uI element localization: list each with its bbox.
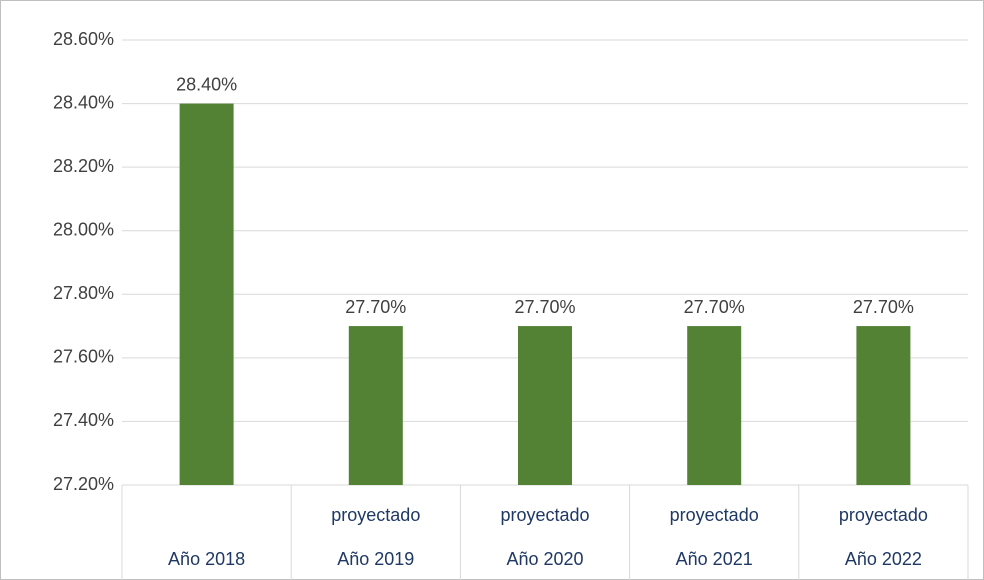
x-tick-label: Año 2018 [168,549,245,569]
x-tick-label: Año 2022 [845,549,922,569]
bar [856,326,911,485]
bar [518,326,572,485]
data-label: 27.70% [853,297,914,317]
y-tick-label: 28.60% [53,29,114,49]
bar [687,326,742,485]
x-tick-label: Año 2021 [676,549,753,569]
x-group-label: proyectado [500,505,589,525]
data-label: 27.70% [684,297,745,317]
data-label: 27.70% [514,297,575,317]
y-tick-label: 28.20% [53,156,114,176]
x-group-label: proyectado [331,505,420,525]
y-tick-label: 27.60% [53,347,114,367]
y-tick-label: 27.20% [53,474,114,494]
bar [179,103,234,486]
y-tick-label: 27.40% [53,410,114,430]
x-tick-label: Año 2019 [337,549,414,569]
bar [348,326,403,485]
data-label: 27.70% [345,297,406,317]
y-tick-label: 28.40% [53,92,114,112]
x-tick-label: Año 2020 [506,549,583,569]
y-tick-label: 28.00% [53,219,114,239]
data-label: 28.40% [176,74,237,94]
y-tick-label: 27.80% [53,283,114,303]
x-group-label: proyectado [670,505,759,525]
x-group-label: proyectado [839,505,928,525]
